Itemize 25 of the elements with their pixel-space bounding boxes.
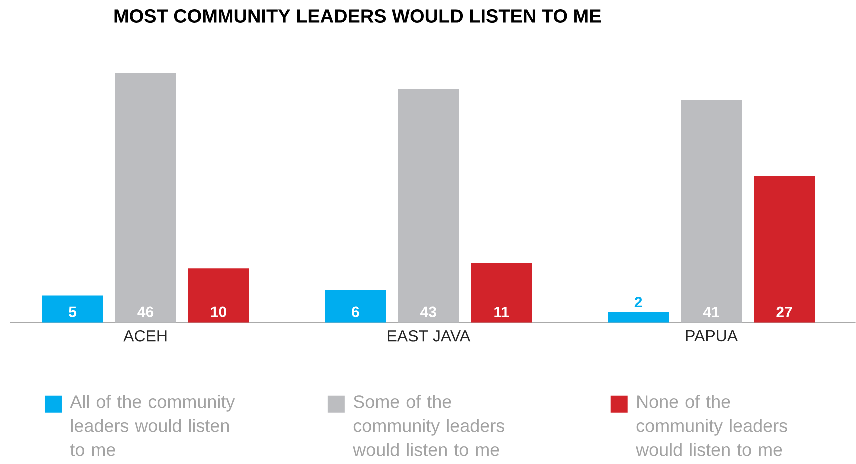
x-tick-label: EAST JAVA	[388, 330, 471, 342]
chart-title: MOST COMMUNITY LEADERS WOULD LISTEN TO ME	[114, 10, 601, 24]
bar	[471, 263, 532, 323]
legend-label: Some of the community leaders would listen to me	[353, 395, 504, 456]
bar	[608, 312, 670, 323]
data-label: 46	[138, 306, 154, 318]
legend-label: None of the community leaders would listen to me	[636, 395, 788, 456]
x-tick-label: PAPUA	[686, 330, 738, 342]
data-label: 10	[211, 306, 226, 318]
data-label: 5	[69, 306, 77, 318]
bar	[325, 290, 386, 323]
bar	[754, 176, 816, 323]
data-label: 2	[634, 297, 642, 308]
data-label: 11	[494, 307, 510, 318]
x-tick-label: ACEH	[124, 330, 167, 342]
data-label: 6	[352, 306, 360, 318]
bar	[398, 89, 460, 323]
bar	[188, 268, 250, 323]
data-label: 43	[420, 306, 436, 318]
legend-label: All of the community leaders would listen to me	[70, 395, 236, 456]
bar	[115, 73, 176, 323]
bar	[42, 296, 104, 323]
data-label: 41	[703, 307, 720, 318]
bar	[681, 100, 742, 323]
data-label: 27	[776, 306, 792, 318]
